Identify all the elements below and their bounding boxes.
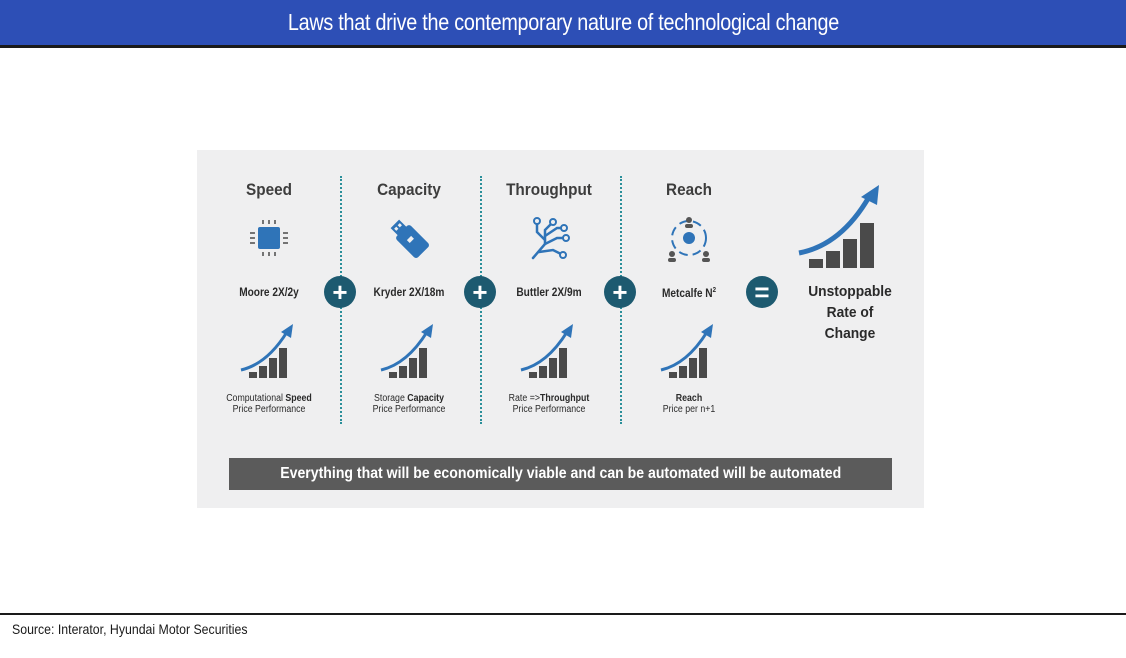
footer-rule	[0, 613, 1126, 615]
plus-operator: +	[604, 276, 636, 308]
result-line: Rate of	[826, 304, 874, 321]
column-heading: Reach	[666, 180, 712, 199]
growth-chart-icon	[660, 324, 713, 378]
network-people-icon	[668, 217, 710, 262]
column-heading: Speed	[246, 180, 292, 199]
caption-bold: Reach	[675, 393, 703, 404]
circuit-icon	[531, 217, 570, 260]
equals-operator: =	[746, 276, 778, 308]
plus-operator: +	[464, 276, 496, 308]
caption: Reach Price per n+1	[623, 393, 755, 415]
law-text: Metcalfe N	[661, 287, 713, 300]
law-label: Moore 2X/2y	[239, 287, 299, 299]
caption-line2: Price per n+1	[662, 404, 716, 415]
title-bar: Laws that drive the contemporary nature …	[0, 0, 1126, 48]
column-heading: Throughput	[506, 180, 592, 199]
caption-bold: Capacity	[407, 393, 444, 404]
source-note: Source: Interator, Hyundai Motor Securit…	[12, 621, 248, 637]
law-superscript: 2	[712, 287, 717, 294]
growth-chart-icon	[240, 324, 293, 378]
result-line: Unstoppable	[808, 283, 892, 300]
column-heading: Capacity	[377, 180, 441, 199]
plus-operator: +	[324, 276, 356, 308]
automation-banner: Everything that will be economically via…	[229, 458, 892, 490]
caption-line2: Price Performance	[232, 404, 306, 415]
caption: Computational Speed Price Performance	[203, 393, 335, 415]
law-label: Buttler 2X/9m	[516, 287, 582, 299]
large-growth-chart-icon	[798, 185, 879, 268]
caption-line2: Price Performance	[512, 404, 586, 415]
caption-line2: Price Performance	[372, 404, 446, 415]
caption-text: Computational	[226, 393, 286, 404]
result-line: Change	[824, 325, 876, 342]
law-label: Metcalfe N2	[627, 287, 750, 300]
laws-panel: Speed Moore 2X/2y Computational Speed Pr…	[197, 150, 924, 508]
banner-text: Everything that will be economically via…	[279, 465, 841, 482]
law-label: Kryder 2X/18m	[373, 287, 445, 299]
caption-bold: Throughput	[539, 393, 590, 404]
page-title: Laws that drive the contemporary nature …	[287, 9, 839, 35]
usb-drive-icon	[390, 219, 429, 258]
caption-text: Storage	[374, 393, 408, 404]
chip-icon	[250, 220, 288, 256]
caption-bold: Speed	[285, 393, 312, 404]
result-label: Unstoppable Rate of Change	[790, 281, 910, 344]
caption-text: Rate =>	[508, 393, 540, 404]
growth-chart-icon	[520, 324, 573, 378]
caption: Storage Capacity Price Performance	[343, 393, 475, 415]
caption: Rate =>Throughput Price Performance	[483, 393, 615, 415]
growth-chart-icon	[380, 324, 433, 378]
